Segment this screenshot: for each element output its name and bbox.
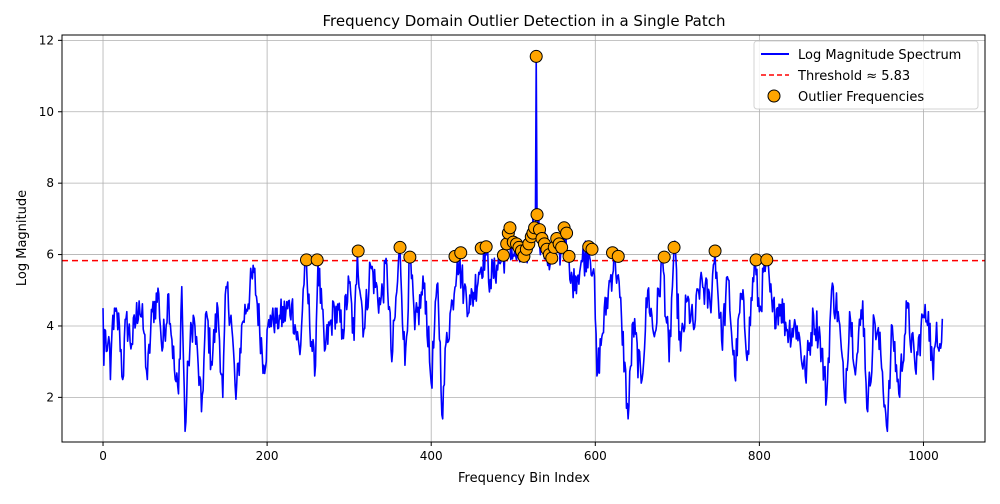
x-tick-label: 800 xyxy=(748,449,771,463)
legend-threshold-label: Threshold ≈ 5.83 xyxy=(797,69,910,84)
legend: Log Magnitude Spectrum Threshold ≈ 5.83 … xyxy=(753,40,979,110)
legend-outlier-swatch xyxy=(767,89,781,103)
y-tick-label: 2 xyxy=(46,390,54,404)
y-tick-label: 10 xyxy=(39,105,54,119)
outlier-point xyxy=(760,253,774,267)
outlier-point xyxy=(496,248,510,262)
outlier-point xyxy=(529,49,543,63)
outlier-point xyxy=(585,242,599,256)
legend-outlier-label: Outlier Frequencies xyxy=(798,90,924,105)
plot-frame xyxy=(61,34,986,443)
outlier-point xyxy=(611,249,625,263)
outlier-point xyxy=(310,253,324,267)
outlier-point xyxy=(479,240,493,254)
x-tick-label: 200 xyxy=(256,449,279,463)
x-tick-label: 0 xyxy=(99,449,107,463)
outlier-point xyxy=(708,244,722,258)
y-tick-label: 12 xyxy=(39,33,54,47)
legend-spectrum-label: Log Magnitude Spectrum xyxy=(798,48,961,63)
outlier-point xyxy=(403,250,417,264)
y-tick-label: 4 xyxy=(46,319,54,333)
outlier-point xyxy=(393,240,407,254)
chart-title: Frequency Domain Outlier Detection in a … xyxy=(322,12,725,30)
y-axis-ticks: 2 4 6 8 10 12 xyxy=(39,33,62,404)
outlier-layer xyxy=(299,49,774,267)
x-tick-label: 1000 xyxy=(908,449,939,463)
legend-box xyxy=(753,40,979,110)
outlier-point xyxy=(657,250,671,264)
y-tick-label: 6 xyxy=(46,248,54,262)
x-axis-ticks: 0 200 400 600 800 1000 xyxy=(99,442,939,463)
x-tick-label: 400 xyxy=(420,449,443,463)
y-axis-label: Log Magnitude xyxy=(15,190,30,286)
outlier-point xyxy=(530,208,544,222)
y-tick-label: 8 xyxy=(46,176,54,190)
x-axis-label: Frequency Bin Index xyxy=(458,471,590,486)
x-tick-label: 600 xyxy=(584,449,607,463)
outlier-point xyxy=(555,240,569,254)
outlier-point xyxy=(503,221,517,235)
outlier-point xyxy=(545,251,559,265)
outlier-point xyxy=(667,240,681,254)
outlier-point xyxy=(560,226,574,240)
outlier-point xyxy=(562,249,576,263)
outlier-point xyxy=(351,244,365,258)
outlier-point xyxy=(454,246,468,260)
